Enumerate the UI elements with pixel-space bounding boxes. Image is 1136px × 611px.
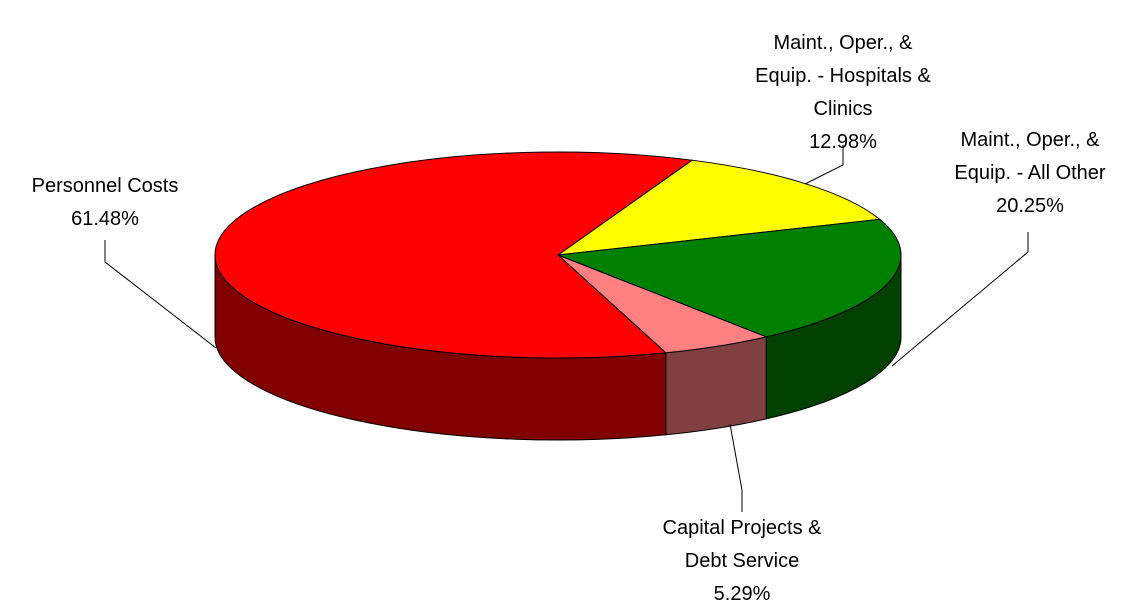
leader-line [729, 423, 743, 512]
pie-tops [214, 151, 902, 359]
slice-label: Maint., Oper., & Equip. - All Other 20.25… [880, 124, 1136, 223]
leader-line [104, 240, 217, 349]
slice-name: Personnel Costs [31, 175, 179, 197]
pie-slice [557, 218, 902, 338]
slice-value: 61.48% [71, 208, 139, 230]
leader-line [804, 145, 844, 185]
slice-name: Maint., Oper., & Equip. - Hospitals & Cl… [755, 32, 931, 120]
slice-value: 5.29% [713, 583, 771, 605]
slice-name: Capital Projects & Debt Service [662, 517, 822, 572]
leader-line [891, 232, 1029, 367]
slice-label: Capital Projects & Debt Service 5.29% [592, 512, 892, 611]
slice-value: 12.98% [809, 131, 877, 153]
pie-slice [214, 151, 694, 359]
slice-value: 20.25% [996, 195, 1064, 217]
slice-label: Personnel Costs 61.48% [0, 170, 255, 236]
slice-name: Maint., Oper., & Equip. - All Other [954, 129, 1106, 184]
slice-label: Maint., Oper., & Equip. - Hospitals & Cl… [693, 27, 993, 159]
pie-sides [214, 254, 902, 441]
